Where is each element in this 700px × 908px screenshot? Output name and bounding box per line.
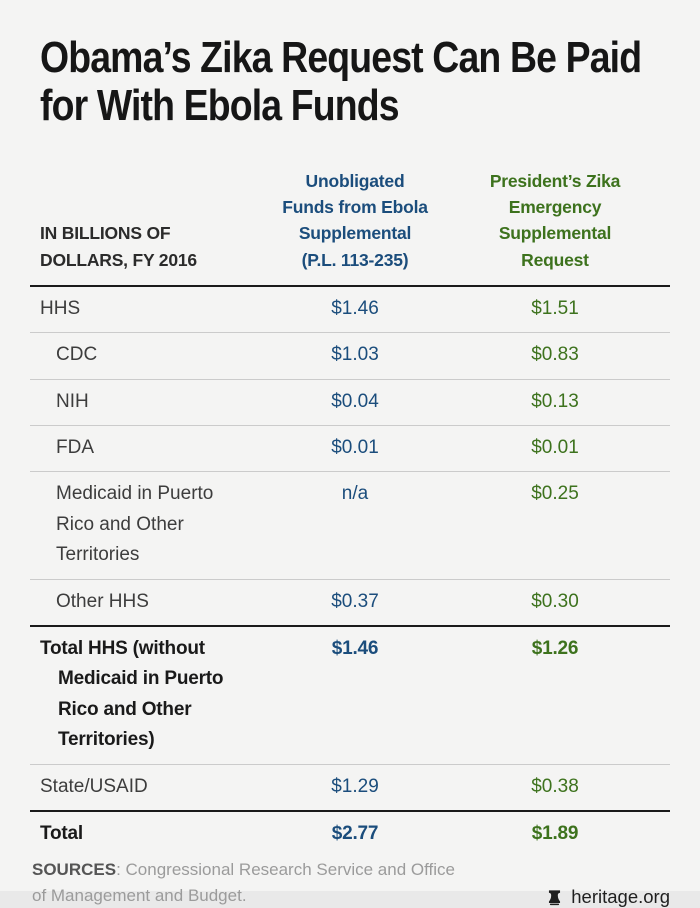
row-label: FDA <box>56 437 94 459</box>
table-row: CDC $1.03 $0.83 <box>30 332 670 378</box>
zika-value: $0.83 <box>531 344 579 366</box>
zika-value: $0.38 <box>531 775 579 797</box>
sources-label: SOURCES <box>32 860 117 880</box>
row-label: NIH <box>56 390 89 412</box>
row-label: Medicaid in Puerto Rico and Other Territ… <box>56 483 214 566</box>
zika-value: $0.25 <box>531 483 579 505</box>
table-row: State/USAID $1.29 $0.38 <box>30 763 670 810</box>
page-title: Obama’s Zika Request Can Be Paid for Wit… <box>40 33 642 130</box>
row-label: HHS <box>40 297 81 319</box>
row-label: State/USAID <box>40 775 148 797</box>
table-header: IN BILLIONS OF DOLLARS, FY 2016 Unobliga… <box>30 168 670 287</box>
zika-value: $1.26 <box>531 638 579 660</box>
ebola-value: $1.03 <box>331 344 379 366</box>
table-row: Other HHS $0.37 $0.30 <box>30 578 670 625</box>
ebola-value: $0.37 <box>331 590 379 612</box>
table-row: HHS $1.46 $1.51 <box>30 287 670 332</box>
table-row: FDA $0.01 $0.01 <box>30 425 670 471</box>
sources-note: SOURCES: Congressional Research Service … <box>32 857 462 908</box>
zika-value: $0.01 <box>531 437 579 459</box>
heritage-brand: heritage.org <box>545 886 670 908</box>
zika-value: $0.13 <box>531 390 579 412</box>
zika-value: $1.89 <box>531 822 579 844</box>
row-label: Other HHS <box>56 590 149 612</box>
table-row-total-hhs: Total HHS (without Medicaid in Puerto Ri… <box>30 625 670 764</box>
table-row-total: Total $2.77 $1.89 <box>30 809 670 857</box>
footer: SOURCES: Congressional Research Service … <box>30 857 670 908</box>
ebola-value: $0.04 <box>331 390 379 412</box>
ebola-value: n/a <box>341 483 369 505</box>
units-label: IN BILLIONS OF DOLLARS, FY 2016 <box>40 223 197 270</box>
ebola-value: $1.46 <box>331 297 379 319</box>
zika-value: $1.51 <box>531 297 579 319</box>
row-label: Total HHS (without Medicaid in Puerto Ri… <box>40 638 224 751</box>
data-table: IN BILLIONS OF DOLLARS, FY 2016 Unobliga… <box>30 168 670 857</box>
column-header-zika-request: President’s Zika Emergency Supplemental … <box>489 170 621 270</box>
row-label: CDC <box>56 344 98 366</box>
column-header-ebola-funds: Unobligated Funds from Ebola Supplementa… <box>282 170 428 270</box>
table-row: Medicaid in Puerto Rico and Other Territ… <box>30 471 670 578</box>
brand-text: heritage.org <box>571 886 670 908</box>
row-label: Total <box>40 822 83 844</box>
ebola-value: $0.01 <box>331 437 379 459</box>
table-row: NIH $0.04 $0.13 <box>30 378 670 425</box>
ebola-value: $1.46 <box>331 638 379 660</box>
ebola-value: $2.77 <box>331 822 379 844</box>
zika-value: $0.30 <box>531 590 579 612</box>
ebola-value: $1.29 <box>331 775 379 797</box>
